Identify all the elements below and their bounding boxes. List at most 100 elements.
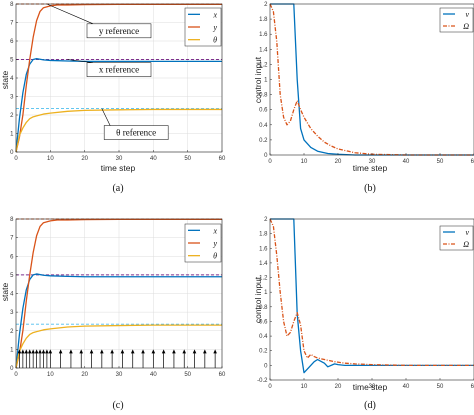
- chart-b-series-1-line: [269, 3, 474, 156]
- chart-a-y-tick-label: 0: [10, 150, 14, 156]
- chart-c-y-tick-label: 7: [10, 236, 14, 242]
- chart-c-x-tick-label: 20: [81, 372, 88, 378]
- chart-b-x-tick-label: 0: [268, 159, 272, 165]
- chart-a-x-tick-label: 40: [150, 156, 157, 162]
- chart-a-y-tick-label: 1: [10, 132, 14, 138]
- chart-a-x-tick-label: 50: [184, 156, 191, 162]
- chart-c-y-tick-label: 5: [10, 273, 14, 279]
- chart-a-y-tick-label: 2: [10, 113, 14, 119]
- chart-d-legend: [439, 225, 474, 251]
- chart-d-y-tick-label: 1.8: [259, 232, 268, 238]
- chart-c-x-tick-label: 30: [116, 372, 123, 378]
- chart-a-x-axis-label: time step: [101, 163, 136, 173]
- chart-c-event-arrowhead: [100, 349, 104, 354]
- chart-b-y-tick-label: 0.2: [259, 138, 268, 144]
- chart-d-y-axis-label: control input: [253, 276, 263, 323]
- chart-a-series-0-line: [15, 57, 222, 153]
- chart-a-y-tick-label: 6: [10, 39, 14, 45]
- chart-b-x-tick-label: 10: [301, 159, 308, 165]
- chart-c-event-arrowhead: [141, 349, 145, 354]
- chart-c-event-arrowhead: [110, 349, 114, 354]
- chart-d-caption: (d): [364, 400, 376, 411]
- chart-b-y-tick-label: 1.8: [259, 17, 268, 23]
- chart-d-x-tick-label: 40: [403, 384, 410, 390]
- chart-d-legend-label: v: [465, 228, 469, 237]
- chart-c-event-arrowhead: [48, 349, 53, 354]
- chart-a-series-2-line: [15, 108, 222, 153]
- chart-c-event-arrowhead: [130, 349, 135, 354]
- chart-d-legend-label: Ω: [463, 240, 469, 249]
- chart-b-y-axis-label: control input: [253, 56, 263, 103]
- chart-d-x-tick-label: 20: [335, 384, 342, 390]
- chart-a-x-tick-label: 30: [116, 156, 123, 162]
- chart-d-series-1-line: [269, 218, 474, 367]
- chart-d-x-tick-label: 50: [437, 384, 444, 390]
- chart-d-y-tick-label: 0: [264, 363, 268, 369]
- chart-a-annotation-0-text: y reference: [99, 26, 139, 36]
- chart-a-caption: (a): [112, 183, 123, 194]
- chart-c-legend-label: x: [212, 226, 217, 235]
- chart-a-legend-label: θ: [213, 36, 217, 45]
- chart-c-event-arrowhead: [182, 349, 187, 354]
- chart-c-x-tick-label: 40: [150, 372, 157, 378]
- chart-c-event-arrowhead: [203, 349, 207, 354]
- chart-c-y-tick-label: 1: [10, 347, 14, 353]
- chart-c-y-tick-label: 8: [10, 217, 14, 223]
- chart-c-y-tick-label: 6: [10, 254, 14, 260]
- chart-a-annotation-0-arrow: [46, 3, 94, 25]
- chart-b-y-tick-label: 0.4: [259, 123, 268, 129]
- chart-c-event-arrowhead: [34, 349, 39, 354]
- chart-c-y-tick-label: 2: [10, 329, 14, 335]
- chart-b-x-tick-label: 50: [437, 159, 444, 165]
- chart-c-event-arrowhead: [172, 349, 176, 354]
- chart-b-y-tick-label: 1: [264, 78, 268, 84]
- chart-c-series-0-line: [15, 273, 222, 369]
- chart-b-caption: (b): [364, 183, 376, 194]
- chart-c-series-2-line: [15, 324, 222, 369]
- chart-a-x-tick-label: 10: [47, 156, 54, 162]
- chart-d-y-tick-label: 2: [264, 217, 268, 223]
- chart-a-x-tick-label: 0: [14, 156, 18, 162]
- chart-a-annotation-2-box: [103, 125, 169, 140]
- chart-d-y-tick-label: 0.4: [259, 334, 268, 340]
- chart-a-x-tick-label: 60: [219, 156, 226, 162]
- chart-c-y-tick-label: 3: [10, 310, 14, 316]
- chart-a-annotation-0-box: [86, 23, 152, 39]
- chart-c-legend-label: θ: [213, 252, 217, 261]
- chart-b-y-tick-label: 0: [264, 153, 268, 159]
- chart-c-event-arrowhead: [89, 349, 94, 354]
- chart-c-y-axis-label: state: [0, 283, 10, 302]
- chart-c-event-arrowhead: [213, 349, 217, 354]
- chart-c-x-tick-label: 60: [219, 372, 226, 378]
- chart-a-y-tick-label: 8: [10, 2, 14, 8]
- chart-a-x-tick-label: 20: [81, 156, 88, 162]
- chart-b-y-tick-label: 1.4: [259, 47, 268, 53]
- chart-c-event-arrowhead: [192, 349, 197, 354]
- chart-a-annotation-1-box: [86, 62, 152, 77]
- chart-d-y-tick-label: 1.6: [259, 246, 268, 252]
- chart-b-y-tick-label: 0.6: [259, 108, 268, 114]
- chart-b-y-tick-label: 0.8: [259, 93, 268, 99]
- chart-c-event-arrowhead: [69, 349, 73, 354]
- chart-c-event-arrowhead: [79, 349, 84, 354]
- chart-b-x-tick-label: 20: [335, 159, 342, 165]
- chart-b-legend-label: Ω: [463, 22, 469, 31]
- chart-b-x-axis-label: time step: [353, 163, 388, 173]
- chart-c-event-arrowhead: [41, 349, 46, 354]
- chart-d-x-tick-label: 30: [369, 384, 376, 390]
- chart-b-x-tick-label: 60: [471, 159, 474, 165]
- chart-c-event-arrowhead: [58, 349, 63, 354]
- chart-c-event-arrowhead: [120, 349, 125, 354]
- chart-d-y-tick-label: 0.2: [259, 349, 268, 355]
- chart-a-y-tick-label: 5: [10, 58, 14, 64]
- chart-c-event-arrowhead: [38, 349, 42, 354]
- chart-d-x-tick-label: 10: [301, 384, 308, 390]
- chart-b-y-tick-label: 1.2: [259, 62, 268, 68]
- chart-c-event-arrowhead: [151, 349, 156, 354]
- chart-a-annotation-1-arrow: [67, 59, 94, 63]
- chart-d-y-tick-label: 1: [264, 290, 268, 296]
- chart-a-series-1-line: [15, 3, 222, 153]
- chart-c-event-arrowhead: [31, 349, 35, 354]
- chart-c-caption: (c): [112, 400, 123, 411]
- chart-d-y-tick-label: 1.2: [259, 276, 268, 282]
